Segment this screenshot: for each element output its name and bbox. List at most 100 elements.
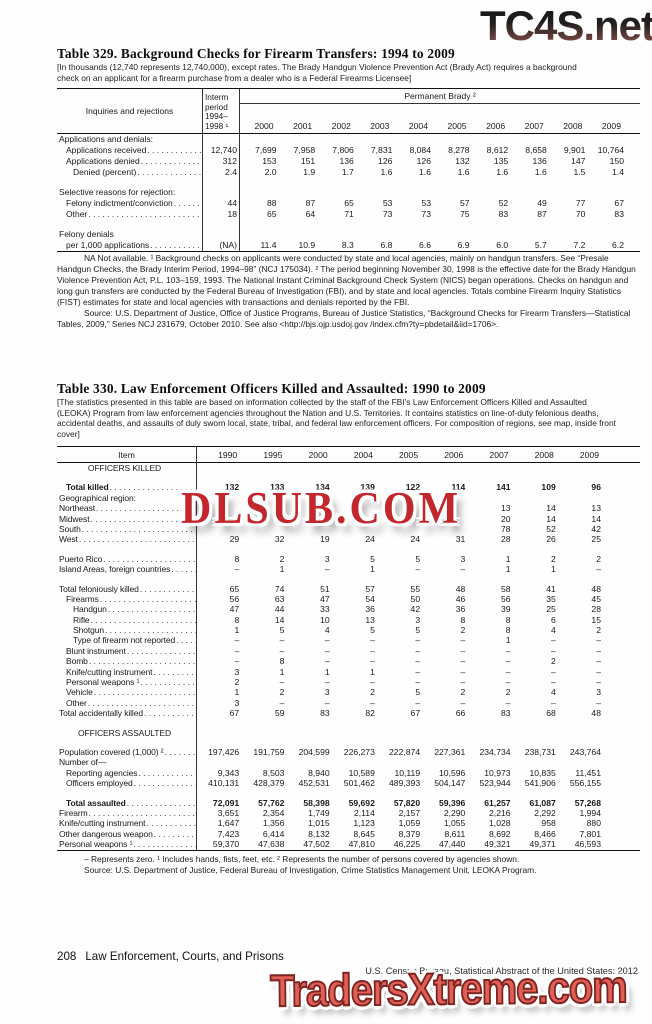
table-cell: 5: [415, 625, 421, 636]
table-cell: 2,216: [489, 807, 511, 818]
table-cell: –: [550, 677, 556, 688]
table-cell: 78: [500, 523, 511, 534]
table-cell: 132: [224, 482, 240, 493]
table-cell: 1.6: [457, 167, 470, 177]
table-cell: 1,356: [262, 818, 285, 829]
table-row: Personal weapons ¹ 59,370 47,638 47,502 47,8…: [57, 839, 640, 850]
table-cell: 1: [279, 666, 285, 677]
table-cell: 54: [365, 593, 375, 604]
year-header: 2009: [601, 121, 621, 131]
table-row: Northeast 13 14 13: [57, 503, 640, 514]
table-cell: 83: [614, 209, 624, 219]
row-label: Blunt instrument: [66, 645, 126, 656]
table-row: Bomb – 8 – – – – – 2 –: [57, 656, 640, 667]
row-label: OFFICERS ASSAULTED: [78, 727, 171, 738]
table-row: Knife/cutting instrument 3 1 1 1 – – – – –: [57, 666, 640, 678]
table-cell: 3: [596, 687, 601, 698]
table-cell: 8,611: [444, 828, 466, 839]
table-cell: 489,393: [389, 778, 421, 789]
table-cell: 1: [370, 666, 375, 677]
table-cell: 73: [382, 209, 393, 219]
row-stub: Northeast: [57, 503, 197, 514]
table-cell: 53: [421, 198, 431, 208]
table-cell: 70: [575, 209, 586, 219]
table-cell: –: [234, 656, 240, 667]
table-cell: 44: [274, 604, 285, 615]
row-label: Number of—: [59, 757, 107, 768]
table-row: Puerto Rico 8 2 3 5 5 3 1 2 2: [57, 553, 640, 565]
table-cell: 5: [370, 553, 375, 564]
year-header: 2006: [486, 121, 506, 131]
table-cell: 13: [365, 614, 375, 625]
table-cell: –: [550, 697, 556, 708]
source-text: Source: U.S. Department of Justice, Fede…: [84, 865, 537, 875]
chapter-title: Law Enforcement, Courts, and Prisons: [85, 950, 284, 963]
table-cell: 46: [455, 593, 466, 604]
row-label: Total accidentally killed: [59, 708, 143, 719]
row-stub: Other: [57, 209, 203, 220]
table-row: Applications received 12,740 7,699 7,958 7,8…: [57, 145, 640, 156]
table-cell: 53: [382, 198, 393, 208]
table-cell: 33: [320, 604, 330, 615]
page-footer: 208 Law Enforcement, Courts, and Prisons: [57, 950, 284, 963]
table-cell: 65: [344, 198, 354, 208]
table-row: Other 18 65 64 71 73 73 75 83 87 70 83: [57, 209, 640, 220]
table-cell: 66: [455, 708, 466, 719]
table-cell: 47,502: [303, 839, 330, 850]
table-cell: 2: [279, 553, 285, 564]
table-cell: 1: [550, 564, 556, 575]
table-cell: 7.2: [573, 240, 586, 250]
table-row: Total accidentally killed 67 59 83 82 67 66 83 6…: [57, 708, 640, 719]
table-cell: –: [460, 656, 466, 667]
table-cell: 6,414: [262, 828, 285, 839]
table-cell: 504,147: [434, 778, 466, 789]
table-cell: 227,361: [434, 746, 466, 757]
table-cell: 36: [455, 604, 466, 615]
table-cell: 1,015: [308, 818, 330, 829]
table-cell: 74: [274, 583, 285, 594]
table-cell: 13: [500, 503, 511, 514]
row-stub: Geographical region:: [57, 492, 197, 504]
table-row: Island Areas, foreign countries – 1 – 1 – – 1 1 –: [57, 564, 640, 575]
row-stub: Shotgun: [57, 625, 197, 636]
table-row: Denied (percent) 2.4 2.0 1.9 1.7 1.6 1.6 1.6 1.6…: [57, 167, 640, 178]
table-cell: 2: [596, 625, 601, 636]
table-cell: 6.0: [496, 240, 509, 250]
row-label: Applications denied: [66, 156, 140, 166]
dot-leader: [94, 687, 196, 697]
table-cell: 556,155: [569, 778, 601, 789]
table-cell: [203, 229, 240, 240]
table-cell: 58: [500, 583, 511, 594]
table-cell: 2,354: [262, 807, 285, 818]
spacer-row: [57, 718, 640, 728]
year-header: 2004: [353, 450, 373, 460]
row-stub: West: [57, 534, 197, 545]
table-cell: 9,901: [563, 145, 586, 155]
table-cell: 1: [234, 687, 240, 698]
table-cell: 1.4: [612, 167, 624, 177]
row-label: Felony indictment/conviction: [66, 198, 173, 208]
year-headers: 2000 2001 2002 2003 2004 2005 2006 2007 …: [240, 104, 640, 133]
table-cell: –: [550, 645, 556, 656]
row-stub: Applications received: [57, 145, 203, 156]
row-stub: Midwest: [57, 513, 197, 524]
table-cell: 8,692: [489, 828, 511, 839]
row-stub: OFFICERS KILLED: [57, 463, 197, 474]
table-cell: 1.6: [380, 167, 393, 177]
spacer-row: [57, 178, 640, 187]
table-cell: 68: [546, 708, 556, 719]
dot-leader: [138, 768, 196, 778]
table-cell: 61,257: [484, 797, 511, 808]
table-cell: 452,531: [298, 778, 330, 789]
table-cell: –: [505, 677, 511, 688]
row-label: Reporting agencies: [66, 767, 138, 778]
table-330-footnotes: – Represents zero. ¹ Includes hands, fis…: [57, 854, 639, 876]
table-cell: 19: [320, 534, 330, 545]
table-row: Felony indictment/conviction 44 88 87 65 53 53…: [57, 198, 640, 209]
table-cell: –: [234, 645, 240, 656]
table-cell: 56: [229, 593, 240, 604]
year-header: 2005: [398, 450, 419, 460]
table-cell: 24: [410, 534, 421, 545]
row-stub: Knife/cutting instrument: [57, 666, 197, 678]
table-cell: 8: [234, 614, 240, 625]
